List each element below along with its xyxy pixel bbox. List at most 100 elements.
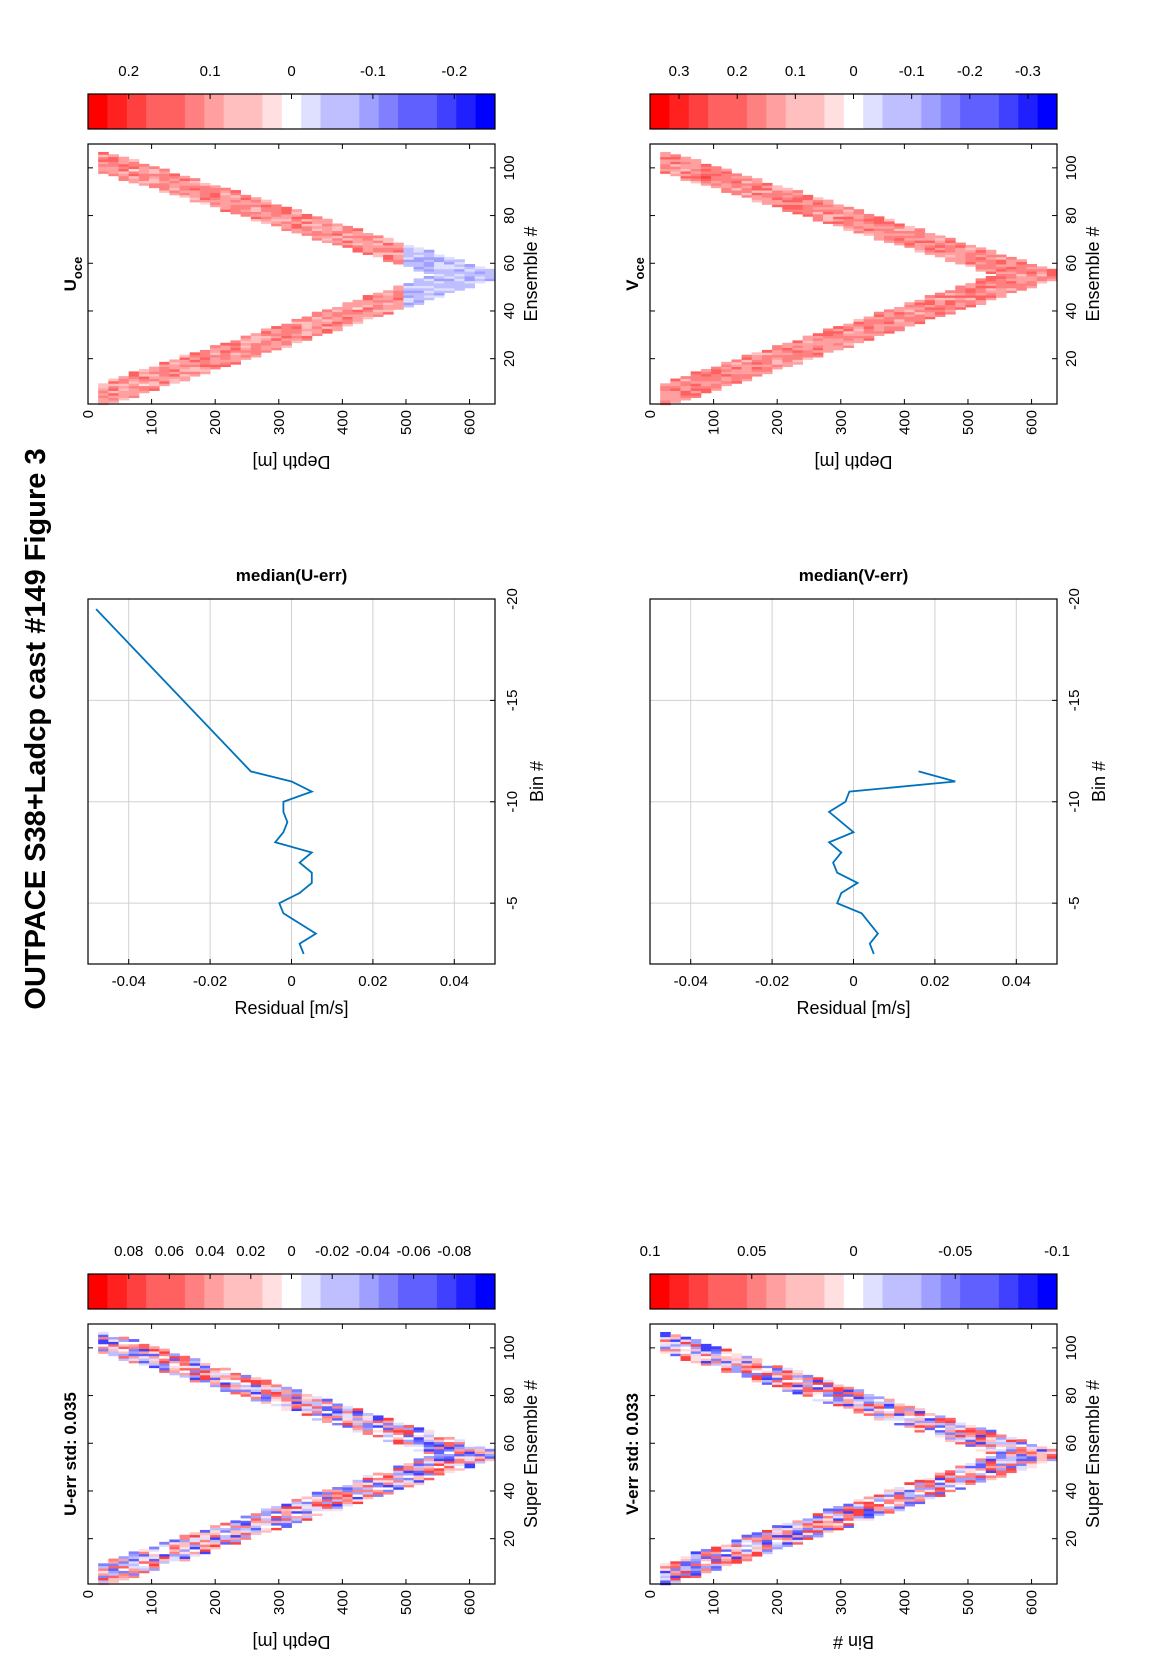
colorbar-segment: [165, 1274, 186, 1309]
heatmap-cell: [281, 1393, 292, 1397]
heatmap-cell: [179, 185, 191, 189]
heatmap-cell: [700, 163, 712, 167]
heatmap-cell: [863, 1503, 875, 1507]
heatmap-cell: [670, 1577, 681, 1581]
heatmap-cell: [342, 1482, 353, 1486]
heatmap-cell: [751, 187, 763, 191]
heatmap-cell: [118, 385, 130, 389]
heatmap-cell: [914, 1484, 926, 1488]
heatmap-cell: [853, 1393, 865, 1397]
y-axis-label: Bin #: [1089, 761, 1109, 802]
heatmap-cell: [782, 202, 793, 205]
heatmap-cell: [924, 235, 936, 239]
heatmap-cell: [332, 321, 343, 325]
heatmap-cell: [413, 1467, 425, 1471]
heatmap-cell: [240, 197, 252, 201]
heatmap-cell: [423, 1432, 435, 1435]
heatmap-cell: [843, 335, 854, 339]
heatmap-cell: [782, 1525, 793, 1528]
heatmap-cell: [413, 1448, 425, 1452]
heatmap-cell: [853, 1510, 865, 1514]
heatmap-cell: [945, 1479, 956, 1483]
heatmap-cell: [159, 182, 170, 186]
heatmap-cell: [670, 1351, 681, 1354]
heatmap-cell: [199, 366, 211, 370]
heatmap-cell: [1026, 1444, 1038, 1447]
heatmap-cell: [250, 1379, 262, 1383]
heatmap-cell: [169, 1546, 180, 1550]
heatmap-cell: [934, 242, 946, 246]
heatmap-cell: [955, 1434, 966, 1438]
heatmap-cell: [863, 333, 875, 337]
heatmap-cell: [138, 1351, 150, 1354]
heatmap-cell: [118, 390, 130, 394]
heatmap-cell: [894, 1422, 905, 1426]
heatmap-cell: [413, 297, 425, 301]
heatmap-cell: [260, 204, 272, 208]
heatmap-cell: [413, 252, 425, 255]
heatmap-cell: [362, 249, 374, 253]
heatmap-cell: [474, 1448, 486, 1452]
heatmap-cell: [894, 321, 905, 325]
heatmap-cell: [352, 228, 364, 232]
heatmap-cell: [454, 1467, 465, 1471]
heatmap-cell: [965, 1432, 976, 1435]
heatmap-cell: [782, 357, 793, 360]
heatmap-cell: [772, 1365, 783, 1369]
heatmap-cell: [199, 1541, 211, 1545]
heatmap-cell: [128, 380, 140, 384]
heatmap-cell: [741, 178, 753, 181]
heatmap-cell: [873, 1408, 885, 1412]
heatmap-cell: [873, 1501, 885, 1505]
heatmap-cell: [352, 1494, 364, 1497]
panel-title-sub: oce: [632, 257, 647, 279]
heatmap-cell: [761, 185, 773, 189]
heatmap-cell: [444, 1448, 455, 1452]
heatmap-cell: [220, 345, 231, 348]
heatmap-cell: [240, 1382, 252, 1385]
heatmap-cell: [311, 1410, 323, 1414]
heatmap-cell: [362, 1422, 374, 1426]
heatmap-cell: [240, 1377, 252, 1381]
heatmap-cell: [985, 1434, 997, 1438]
heatmap-cell: [444, 264, 455, 267]
heatmap-cell: [680, 388, 692, 391]
heatmap-cell: [680, 166, 692, 170]
heatmap-cell: [322, 318, 333, 322]
heatmap-cell: [660, 1339, 671, 1342]
heatmap-cell: [423, 1467, 435, 1471]
heatmap-cell: [833, 204, 844, 208]
heatmap-cell: [731, 173, 742, 177]
heatmap-cell: [271, 1403, 282, 1407]
heatmap-cell: [189, 1549, 201, 1552]
heatmap-cell: [484, 1455, 496, 1459]
heatmap-cell: [700, 1556, 712, 1559]
heatmap-cell: [884, 223, 895, 227]
heatmap-cell: [863, 330, 875, 334]
heatmap-cell: [802, 1384, 814, 1388]
heatmap-cell: [118, 1563, 130, 1567]
heatmap-cell: [393, 302, 404, 306]
heatmap-cell: [711, 1553, 722, 1557]
heatmap-cell: [230, 1389, 242, 1392]
heatmap-cell: [741, 366, 753, 370]
heatmap-cell: [660, 171, 671, 174]
heatmap-cell: [995, 283, 1007, 286]
heatmap-cell: [965, 1436, 976, 1440]
heatmap-cell: [690, 1339, 702, 1342]
y-tick-label: -5: [1066, 896, 1083, 909]
heatmap-cell: [833, 345, 844, 348]
heatmap-cell: [975, 292, 987, 296]
heatmap-cell: [884, 1496, 895, 1500]
heatmap-cell: [711, 173, 722, 177]
heatmap-cell: [792, 1534, 804, 1538]
colorbar-tick-label: -0.2: [441, 63, 467, 80]
heatmap-cell: [138, 1343, 150, 1347]
heatmap-cell: [383, 1424, 394, 1428]
heatmap-cell: [680, 1558, 692, 1562]
heatmap-cell: [721, 187, 732, 191]
heatmap-cell: [393, 1479, 404, 1483]
heatmap-cell: [853, 213, 865, 217]
heatmap-cell: [1006, 1467, 1017, 1471]
heatmap-cell: [220, 349, 231, 353]
